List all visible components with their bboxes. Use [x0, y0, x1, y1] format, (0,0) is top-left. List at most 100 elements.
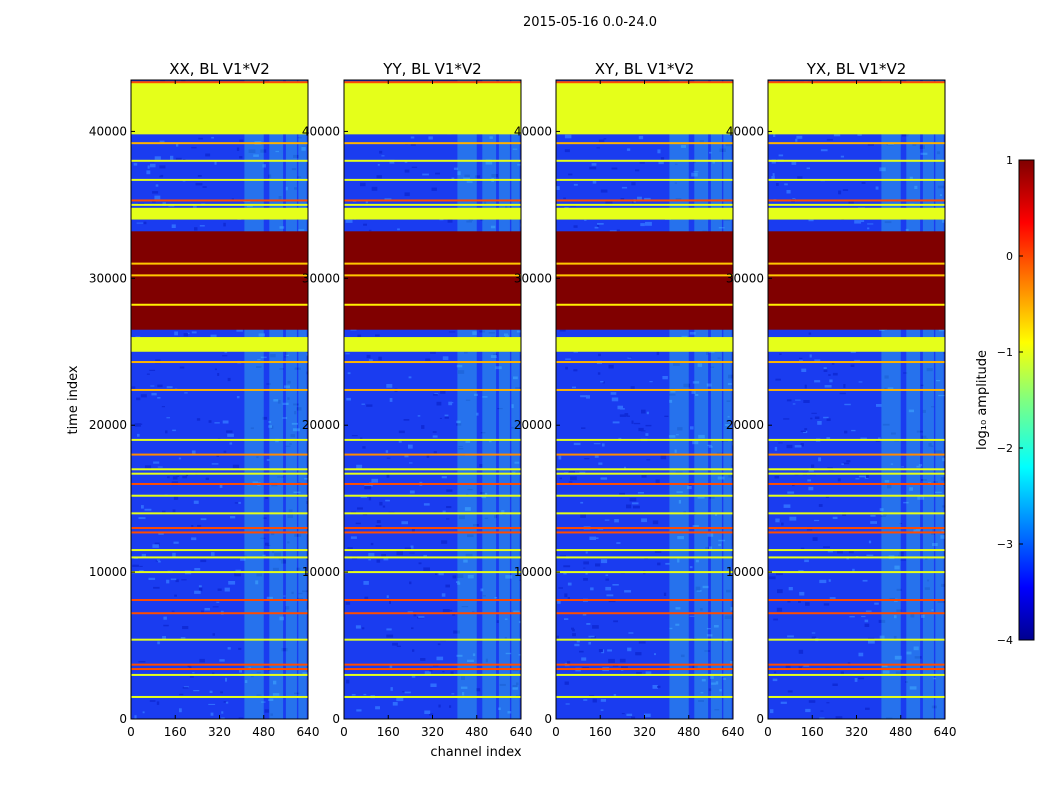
noise-speck: [515, 387, 521, 390]
noise-speck: [697, 363, 703, 367]
noise-speck: [585, 551, 588, 554]
noise-speck: [833, 133, 841, 137]
noise-speck: [708, 546, 713, 550]
noise-speck: [811, 636, 817, 639]
time-line: [768, 663, 945, 666]
noise-speck: [291, 591, 294, 595]
noise-speck: [198, 587, 203, 592]
noise-speck: [567, 661, 571, 665]
noise-speck: [154, 195, 161, 200]
noise-speck: [466, 220, 472, 223]
noise-speck: [497, 408, 503, 410]
noise-speck: [364, 485, 372, 490]
noise-speck: [442, 510, 446, 513]
time-line: [556, 494, 733, 497]
noise-speck: [706, 351, 709, 355]
noise-speck: [827, 467, 833, 469]
y-tick-label: 30000: [89, 271, 127, 285]
x-axis-label: channel index: [430, 745, 521, 760]
noise-speck: [594, 537, 599, 539]
noise-speck: [707, 444, 712, 447]
noise-speck: [498, 707, 501, 710]
noise-speck: [137, 423, 143, 425]
noise-speck: [585, 572, 588, 575]
noise-speck: [916, 465, 922, 468]
noise-speck: [943, 352, 945, 354]
noise-speck: [568, 173, 573, 176]
noise-speck: [903, 501, 909, 504]
noise-speck: [602, 443, 605, 447]
noise-speck: [657, 562, 661, 566]
noise-speck: [404, 547, 412, 550]
noise-speck: [306, 609, 308, 613]
noise-speck: [657, 685, 661, 688]
noise-speck: [726, 589, 731, 593]
time-band: [768, 231, 945, 330]
noise-speck: [205, 477, 209, 480]
noise-speck: [178, 457, 181, 460]
noise-speck: [655, 479, 660, 484]
noise-speck: [285, 186, 288, 191]
time-line: [344, 303, 521, 306]
noise-speck: [716, 452, 724, 455]
noise-speck: [435, 573, 438, 575]
noise-speck: [665, 562, 670, 565]
noise-speck: [715, 513, 718, 516]
noise-speck: [770, 709, 774, 714]
noise-speck: [868, 639, 875, 644]
noise-speck: [573, 183, 578, 186]
noise-speck: [645, 671, 652, 675]
noise-speck: [364, 483, 371, 487]
noise-speck: [780, 701, 787, 704]
noise-speck: [423, 567, 430, 572]
time-line: [344, 549, 521, 552]
time-line: [768, 571, 945, 574]
noise-speck: [209, 690, 213, 693]
noise-speck: [598, 353, 601, 357]
noise-speck: [150, 385, 155, 387]
noise-speck: [817, 421, 822, 425]
noise-speck: [516, 330, 521, 333]
noise-speck: [176, 143, 179, 147]
noise-speck: [505, 575, 513, 579]
noise-speck: [706, 628, 711, 630]
noise-speck: [298, 482, 301, 483]
noise-speck: [773, 671, 777, 674]
noise-speck: [916, 430, 923, 433]
noise-speck: [302, 590, 308, 593]
noise-speck: [484, 517, 489, 519]
noise-speck: [675, 434, 679, 436]
noise-speck: [936, 151, 941, 155]
noise-speck: [920, 152, 928, 155]
noise-speck: [507, 711, 512, 714]
noise-speck: [874, 602, 879, 605]
noise-speck: [913, 646, 919, 651]
time-line: [344, 556, 521, 559]
noise-speck: [157, 384, 163, 388]
noise-speck: [296, 407, 302, 411]
noise-speck: [717, 476, 725, 480]
noise-speck: [617, 405, 623, 410]
noise-speck: [588, 635, 595, 638]
noise-speck: [217, 373, 220, 376]
time-line: [344, 512, 521, 515]
noise-speck: [424, 710, 431, 714]
time-line: [556, 199, 733, 202]
noise-speck: [426, 454, 430, 458]
y-tick-label: 30000: [726, 271, 764, 285]
noise-speck: [717, 357, 721, 359]
noise-speck: [592, 698, 597, 703]
noise-speck: [867, 142, 874, 146]
noise-speck: [256, 671, 262, 674]
noise-speck: [357, 334, 362, 339]
noise-speck: [283, 595, 286, 597]
noise-speck: [811, 464, 815, 468]
noise-speck: [425, 358, 431, 362]
noise-speck: [840, 671, 844, 674]
noise-speck: [482, 396, 488, 398]
noise-speck: [392, 702, 398, 706]
time-line: [768, 203, 945, 206]
noise-speck: [219, 659, 225, 662]
noise-speck: [627, 647, 632, 652]
noise-speck: [499, 683, 506, 686]
